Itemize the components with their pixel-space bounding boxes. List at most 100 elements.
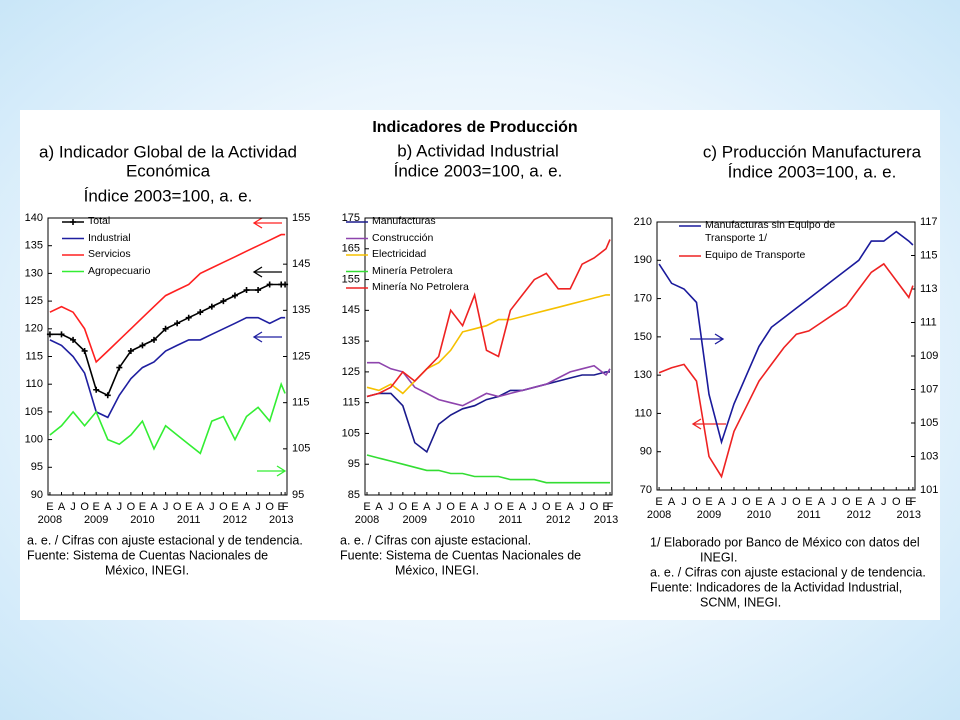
- series-marker: [58, 331, 65, 338]
- y2-tick-label: 105: [292, 443, 310, 455]
- x-tick-label: O: [446, 501, 455, 513]
- footnote: a. e. / Cifras con ajuste estacional y d…: [650, 565, 926, 579]
- y-tick-label: 175: [342, 212, 360, 224]
- year-label: 2012: [223, 514, 247, 526]
- y-tick-label: 130: [634, 369, 652, 381]
- x-tick-label: O: [219, 501, 228, 513]
- year-label: 2011: [177, 514, 201, 526]
- x-tick-label: O: [173, 501, 182, 513]
- legend-label: Manufacturas sin Equipo de Transporte 1/: [705, 219, 836, 244]
- x-tick-label: A: [471, 501, 479, 513]
- x-tick-label: J: [117, 501, 123, 513]
- series-marker: [185, 314, 192, 321]
- x-tick-label: E: [602, 501, 609, 513]
- legend-item: Minería No Petrolera: [372, 281, 469, 293]
- series-marker: [266, 281, 273, 288]
- series-marker: [93, 386, 100, 393]
- x-tick-label: O: [542, 501, 551, 513]
- series-marker: [243, 287, 250, 294]
- y-tick-label: 150: [634, 331, 652, 343]
- chart-title: c) Producción Manufacturera: [703, 142, 922, 161]
- x-tick-label: J: [70, 501, 76, 513]
- x-tick-label: E: [459, 501, 466, 513]
- y2-tick-label: 115: [292, 397, 310, 409]
- y-tick-label: 145: [342, 304, 360, 316]
- y-tick-label: 105: [342, 427, 360, 439]
- x-tick-label: A: [768, 496, 776, 508]
- y-tick-label: 125: [342, 366, 360, 378]
- year-label: 2009: [403, 514, 427, 526]
- y-tick-label: 110: [634, 407, 652, 419]
- series-line: [366, 454, 610, 484]
- y-tick-label: 210: [634, 216, 652, 228]
- y2-tick-label: 101: [920, 484, 938, 496]
- year-label: 2013: [897, 509, 921, 521]
- x-tick-label: J: [681, 496, 687, 508]
- x-tick-label: J: [781, 496, 787, 508]
- x-tick-label: E: [411, 501, 418, 513]
- x-tick-label: A: [375, 501, 383, 513]
- chart-title: Índice 2003=100, a. e.: [728, 162, 897, 181]
- series-marker: [116, 364, 123, 371]
- y-tick-label: 85: [348, 489, 360, 501]
- series-marker: [208, 303, 215, 310]
- y-tick-label: 70: [640, 484, 652, 496]
- y-tick-label: 190: [634, 254, 652, 266]
- legend-item: Servicios: [88, 248, 131, 260]
- x-tick-label: E: [46, 501, 53, 513]
- series-marker: [197, 309, 204, 316]
- x-tick-label: J: [532, 501, 538, 513]
- y-tick-label: 140: [25, 212, 43, 224]
- y2-tick-label: 111: [920, 316, 937, 328]
- series-marker: [174, 320, 181, 327]
- x-tick-label: J: [831, 496, 837, 508]
- y2-tick-label: 95: [292, 489, 304, 501]
- x-tick-label: A: [58, 501, 66, 513]
- x-tick-label: A: [818, 496, 826, 508]
- x-tick-label: J: [436, 501, 442, 513]
- x-tick-label: O: [842, 496, 851, 508]
- legend-label: Industrial: [88, 231, 131, 244]
- series-line: [49, 283, 286, 397]
- y-tick-label: 135: [25, 240, 43, 252]
- x-tick-label: J: [484, 501, 490, 513]
- x-tick-label: J: [163, 501, 169, 513]
- y-tick-label: 110: [25, 378, 43, 390]
- series-line: [49, 381, 286, 455]
- year-label: 2013: [594, 514, 618, 526]
- x-tick-label: E: [278, 501, 285, 513]
- y-tick-label: 165: [342, 243, 360, 255]
- y-tick-label: 170: [634, 292, 652, 304]
- x-tick-label: O: [692, 496, 701, 508]
- y-tick-label: 115: [342, 397, 360, 409]
- year-label: 2012: [546, 514, 570, 526]
- arrow: [252, 217, 282, 229]
- x-tick-label: O: [742, 496, 751, 508]
- y2-tick-label: 115: [920, 249, 938, 261]
- chart-title: Económica: [126, 161, 211, 180]
- x-tick-label: O: [590, 501, 599, 513]
- year-label: 2008: [38, 514, 62, 526]
- slide-title: Indicadores de Producción: [372, 119, 577, 136]
- axis-arrows: [252, 217, 726, 477]
- plot-frame: [364, 217, 613, 496]
- year-label: 2010: [450, 514, 474, 526]
- series-line: [366, 371, 610, 454]
- x-tick-label: O: [80, 501, 89, 513]
- series-line: [367, 361, 611, 407]
- x-tick-label: A: [566, 501, 574, 513]
- y-tick-label: 135: [342, 335, 360, 347]
- arrow: [690, 333, 725, 345]
- footnote: Fuente: Indicadores de la Actividad Indu…: [650, 580, 902, 594]
- footnote: Fuente: Sistema de Cuentas Nacionales de: [27, 548, 268, 562]
- y2-tick-label: 113: [920, 283, 938, 295]
- x-tick-label: J: [255, 501, 261, 513]
- series-marker: [231, 292, 238, 299]
- y-tick-label: 120: [25, 323, 43, 335]
- x-tick-label: A: [104, 501, 112, 513]
- x-tick-label: E: [905, 496, 912, 508]
- legend-item: Electricidad: [372, 248, 426, 260]
- footnote: 1/ Elaborado por Banco de México con dat…: [650, 535, 920, 549]
- legend-label: Minería Petrolera: [372, 264, 453, 277]
- x-tick-label: O: [265, 501, 274, 513]
